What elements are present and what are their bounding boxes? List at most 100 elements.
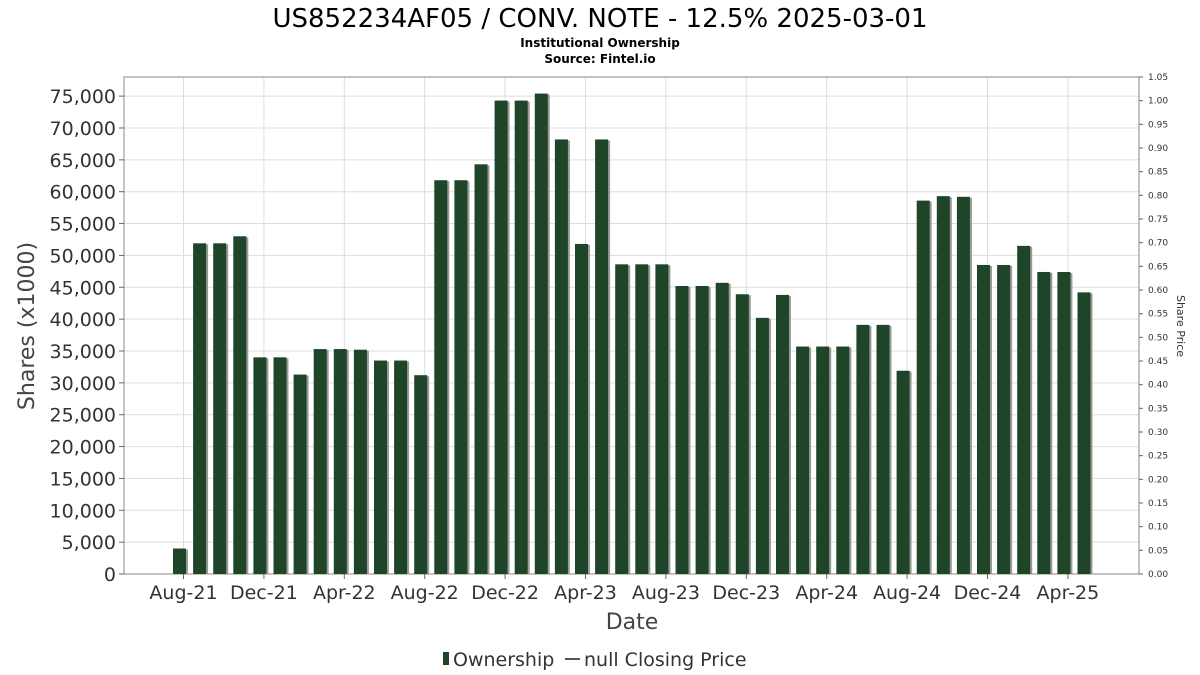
y-tick-label: 20,000 — [50, 437, 116, 459]
x-tick-label: Aug-24 — [873, 582, 941, 604]
bar — [434, 180, 448, 574]
y-tick-label: 70,000 — [50, 118, 116, 140]
y2-tick-label: 1.05 — [1148, 73, 1168, 83]
y-tick-label: 50,000 — [50, 245, 116, 267]
y-tick-label: 65,000 — [50, 150, 116, 172]
bar — [534, 93, 548, 575]
bar — [695, 285, 709, 574]
bars — [173, 93, 1093, 575]
y2-axis-title: Share Price — [1174, 295, 1187, 357]
y-tick-label: 60,000 — [50, 182, 116, 204]
x-tick-label: Apr-22 — [313, 582, 376, 604]
y-tick-label: 5,000 — [62, 532, 116, 554]
y2-tick-label: 0.85 — [1148, 168, 1168, 178]
legend-ownership-label: Ownership — [453, 649, 554, 671]
bar — [675, 285, 689, 574]
bar — [233, 236, 247, 575]
bar — [1057, 271, 1071, 574]
x-tick-label: Dec-21 — [230, 582, 298, 604]
x-tick-label: Aug-21 — [149, 582, 217, 604]
bar — [333, 349, 347, 574]
bar — [313, 349, 327, 574]
bar — [755, 317, 769, 574]
chart-subtitle-1: Institutional Ownership — [520, 36, 680, 50]
y2-tick-label: 0.65 — [1148, 262, 1168, 272]
legend-ownership-swatch — [443, 652, 449, 665]
y2-tick-label: 0.40 — [1148, 381, 1168, 391]
y-tick-label: 45,000 — [50, 277, 116, 299]
bar — [776, 294, 789, 574]
bar — [575, 243, 588, 574]
y2-axis-ticks: 0.00 0.05 0.10 0.15 0.20 0.25 0.30 0.35 0.40 0.45… — [1139, 73, 1168, 580]
y2-tick-label: 0.00 — [1148, 570, 1168, 580]
bar — [916, 200, 930, 574]
bar — [735, 294, 749, 574]
bar — [293, 374, 307, 574]
bar — [253, 357, 267, 574]
x-tick-label: Dec-22 — [471, 582, 539, 604]
bar — [796, 346, 810, 574]
bar — [715, 282, 729, 574]
bar — [635, 264, 649, 574]
bar — [394, 360, 408, 574]
y2-tick-label: 0.05 — [1148, 546, 1168, 556]
y-axis-title: Shares (x1000) — [15, 242, 40, 410]
chart-title: US852234AF05 / CONV. NOTE - 12.5% 2025-0… — [272, 4, 927, 34]
bar — [836, 346, 850, 574]
y-tick-label: 55,000 — [50, 214, 116, 236]
bar — [1077, 292, 1091, 574]
x-tick-label: Dec-24 — [954, 582, 1022, 604]
y2-tick-label: 0.50 — [1148, 333, 1168, 343]
bar — [193, 243, 207, 575]
bar — [173, 548, 186, 574]
bar — [876, 324, 890, 574]
bar — [997, 264, 1011, 574]
y-tick-label: 25,000 — [50, 405, 116, 427]
y2-tick-label: 0.35 — [1148, 404, 1168, 414]
y2-tick-label: 0.90 — [1148, 144, 1168, 154]
x-tick-label: Apr-23 — [554, 582, 617, 604]
bar — [856, 324, 870, 574]
y2-tick-label: 0.25 — [1148, 452, 1168, 462]
bar — [454, 180, 468, 574]
y-tick-label: 30,000 — [50, 373, 116, 395]
bar — [414, 375, 428, 574]
bar — [977, 264, 990, 574]
y-tick-label: 40,000 — [50, 309, 116, 331]
y-axis-ticks: 0 5,000 10,000 15,000 20,000 25,000 30,000 35,0… — [50, 86, 124, 586]
legend: Ownership null Closing Price — [443, 649, 747, 671]
y-tick-label: 35,000 — [50, 341, 116, 363]
x-axis-ticks: Aug-21 Dec-21 Apr-22 Aug-22 Dec-22 Apr-23 Aug-… — [149, 574, 1099, 604]
bar — [956, 196, 970, 575]
bar — [494, 100, 508, 575]
x-axis-title: Date — [606, 610, 659, 635]
y2-tick-label: 0.45 — [1148, 357, 1168, 367]
bar — [554, 139, 568, 574]
bar — [655, 264, 669, 574]
bar — [374, 360, 387, 574]
y2-tick-label: 0.10 — [1148, 523, 1168, 533]
x-tick-label: Aug-22 — [391, 582, 459, 604]
plot-area-border — [123, 76, 1140, 575]
x-tick-label: Aug-23 — [632, 582, 700, 604]
y2-tick-label: 0.80 — [1148, 191, 1168, 201]
y-tick-label: 15,000 — [50, 468, 116, 490]
x-tick-label: Dec-23 — [712, 582, 780, 604]
y2-tick-label: 0.20 — [1148, 475, 1168, 485]
y2-tick-label: 0.30 — [1148, 428, 1168, 438]
y2-tick-label: 0.15 — [1148, 499, 1168, 509]
x-tick-label: Apr-25 — [1037, 582, 1100, 604]
bar — [595, 139, 609, 574]
y-tick-label: 75,000 — [50, 86, 116, 108]
x-tick-label: Apr-24 — [795, 582, 858, 604]
bar — [615, 264, 629, 574]
bar — [474, 164, 488, 575]
bar — [273, 357, 287, 574]
bar — [936, 196, 950, 574]
y2-tick-label: 0.60 — [1148, 286, 1168, 296]
y2-tick-label: 0.95 — [1148, 120, 1168, 130]
y2-tick-label: 1.00 — [1148, 97, 1168, 107]
bar — [213, 243, 227, 575]
y-tick-label: 0 — [104, 564, 116, 586]
bar — [1037, 271, 1051, 574]
